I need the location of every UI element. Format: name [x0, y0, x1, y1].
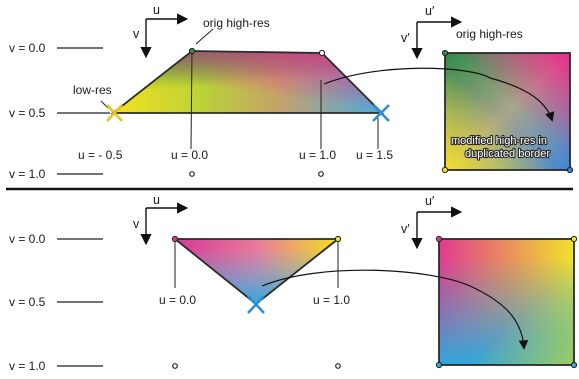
bottom-v05-label: v = 0.5	[9, 295, 46, 309]
top-u-prime-label: u′	[425, 4, 435, 18]
bottom-v1-label: v = 1.0	[9, 359, 46, 373]
top-v0-label: v = 0.0	[9, 41, 46, 55]
top-right-corner-dot	[318, 49, 326, 57]
top-u-axis-label: u	[153, 3, 160, 17]
bottom-u-axis-label: u	[153, 193, 160, 207]
bottom-mapping-arrow	[261, 269, 529, 350]
top-u0-v1-dot	[189, 171, 195, 177]
bottom-v-prime-label: v′	[401, 222, 410, 236]
top-square-arrow	[489, 77, 555, 122]
bottom-uv-axes: u v	[133, 193, 189, 246]
low-res-label: low-res	[73, 83, 112, 97]
bottom-v0-label: v = 0.0	[9, 232, 46, 246]
bottom-u1-label: u = 1.0	[313, 293, 350, 307]
bottom-u0-label: u = 0.0	[159, 293, 196, 307]
bottom-u-prime-label: u′	[425, 194, 435, 208]
bottom-square	[435, 235, 578, 369]
bottom-uv-prime-axes: u′ v′	[401, 194, 463, 250]
top-u0-label: u = 0.0	[171, 148, 208, 162]
bottom-blue-cross	[247, 295, 265, 314]
bottom-v-axis-label: v	[133, 217, 140, 231]
modified-label-line-1: modified high-res in	[451, 135, 547, 147]
top-mapping-arrow	[323, 67, 491, 85]
top-trapezoid	[110, 50, 385, 114]
top-uv-axes: u v	[133, 3, 189, 59]
bottom-panel: v = 0.0 v = 0.5 v = 1.0 u v u = 0.0 u = …	[9, 193, 578, 373]
top-panel: v = 0.0 v = 0.5 v = 1.0 u v	[9, 3, 574, 181]
modified-label-line-2: duplicated border	[465, 148, 550, 160]
top-u15-label: u = 1.5	[356, 148, 393, 162]
top-v-axis-label: v	[133, 27, 140, 41]
top-u1-v1-dot	[318, 171, 324, 177]
top-u-minus05-label: u = - 0.5	[78, 148, 123, 162]
top-u1-label: u = 1.0	[299, 148, 336, 162]
top-v05-label: v = 0.5	[9, 106, 46, 120]
top-uv-prime-axes: u′ v′	[401, 4, 463, 60]
low-res-yellow-cross	[106, 104, 123, 122]
top-blue-cross	[372, 104, 390, 122]
top-orig-corner-dot	[188, 47, 196, 55]
top-v1-label: v = 1.0	[9, 167, 46, 181]
orig-high-res-label: orig high-res	[203, 16, 270, 30]
top-v-prime-label: v′	[401, 31, 410, 45]
bottom-triangle	[172, 238, 341, 306]
orig-high-res-right-label: orig high-res	[456, 27, 523, 41]
